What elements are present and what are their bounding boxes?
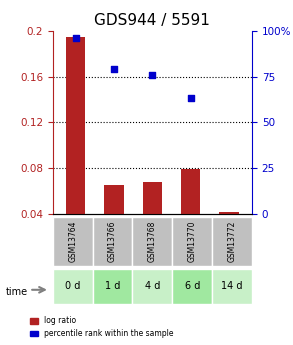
Point <box>150 72 155 78</box>
Text: GSM13768: GSM13768 <box>148 221 157 262</box>
Bar <box>105 185 124 214</box>
Text: 6 d: 6 d <box>185 282 200 291</box>
Text: time: time <box>6 287 28 296</box>
Legend: log ratio, percentile rank within the sample: log ratio, percentile rank within the sa… <box>27 313 177 341</box>
Bar <box>66 37 85 214</box>
Text: 1 d: 1 d <box>105 282 120 291</box>
FancyBboxPatch shape <box>172 217 212 266</box>
FancyBboxPatch shape <box>212 217 252 266</box>
Bar <box>219 211 239 214</box>
FancyBboxPatch shape <box>132 269 172 304</box>
Text: 14 d: 14 d <box>221 282 243 291</box>
Title: GDS944 / 5591: GDS944 / 5591 <box>94 13 210 29</box>
Text: GSM13770: GSM13770 <box>188 221 197 262</box>
FancyBboxPatch shape <box>53 269 93 304</box>
FancyBboxPatch shape <box>53 217 93 266</box>
Bar <box>181 169 200 214</box>
FancyBboxPatch shape <box>212 269 252 304</box>
Point <box>73 36 78 41</box>
Text: GSM13772: GSM13772 <box>228 221 236 262</box>
FancyBboxPatch shape <box>132 217 172 266</box>
Text: GSM13766: GSM13766 <box>108 221 117 262</box>
Bar <box>143 182 162 214</box>
Text: 4 d: 4 d <box>145 282 160 291</box>
FancyBboxPatch shape <box>93 217 132 266</box>
Point <box>188 95 193 100</box>
Text: GSM13764: GSM13764 <box>68 221 77 262</box>
Point <box>112 67 116 72</box>
Text: 0 d: 0 d <box>65 282 80 291</box>
FancyBboxPatch shape <box>93 269 132 304</box>
FancyBboxPatch shape <box>172 269 212 304</box>
